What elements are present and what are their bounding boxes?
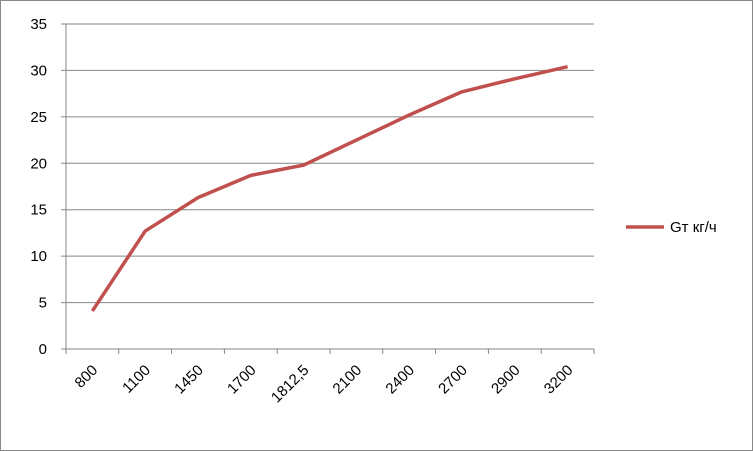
y-tick-label: 25 [30, 109, 47, 126]
y-tick-label: 15 [30, 202, 47, 219]
data-line [90, 65, 568, 312]
y-tick-label: 0 [39, 341, 47, 358]
y-tick-label: 10 [30, 248, 47, 265]
legend-label: Gт кг/ч [670, 219, 717, 236]
y-tick-label: 5 [39, 295, 47, 312]
y-tick-label: 30 [30, 62, 47, 79]
y-tick-label: 20 [30, 155, 47, 172]
y-tick-label: 35 [30, 16, 47, 33]
